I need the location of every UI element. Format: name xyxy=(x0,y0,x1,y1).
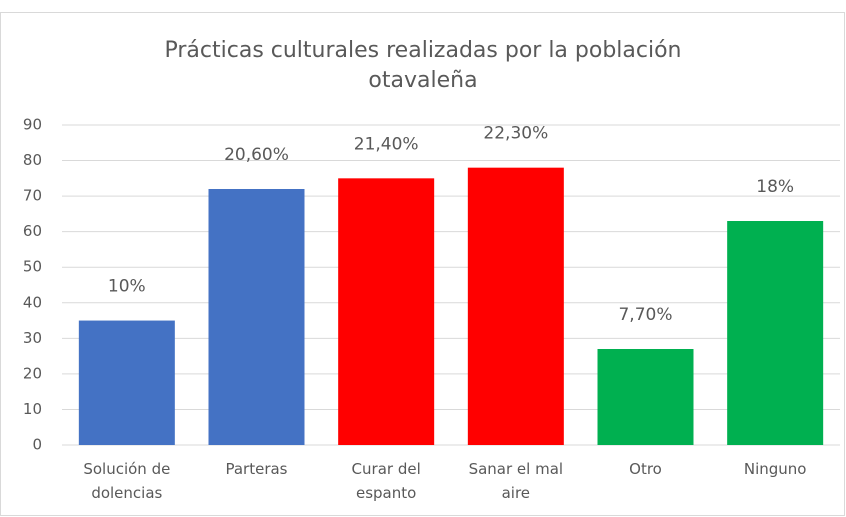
y-tick-label: 0 xyxy=(32,436,42,454)
data-label: 20,60% xyxy=(224,145,289,165)
chart-border xyxy=(0,12,845,516)
chart-title: Prácticas culturales realizadas por la p… xyxy=(164,38,682,93)
data-label: 18% xyxy=(756,177,794,197)
y-tick-label: 50 xyxy=(23,258,42,276)
y-tick-label: 10 xyxy=(23,400,42,418)
y-tick-label: 90 xyxy=(23,116,42,134)
data-label: 21,40% xyxy=(354,134,419,154)
y-tick-label: 60 xyxy=(23,222,42,240)
x-tick-label: Solución de dolencias xyxy=(83,460,171,502)
bar xyxy=(467,167,564,445)
data-label: 22,30% xyxy=(483,124,548,144)
bar xyxy=(597,349,694,445)
bar xyxy=(208,189,305,445)
data-label: 7,70% xyxy=(618,305,672,325)
y-tick-label: 70 xyxy=(23,187,42,205)
x-tick-label: Curar del espanto xyxy=(351,460,421,502)
bar xyxy=(78,320,175,445)
bar xyxy=(727,221,824,445)
y-tick-label: 40 xyxy=(23,293,42,311)
y-tick-label: 30 xyxy=(23,329,42,347)
y-tick-label: 80 xyxy=(23,151,42,169)
data-label: 10% xyxy=(108,277,146,297)
x-tick-label: Otro xyxy=(629,460,662,478)
x-tick-label: Parteras xyxy=(225,460,288,478)
y-tick-label: 20 xyxy=(23,364,42,382)
bar xyxy=(338,178,435,446)
x-tick-label: Sanar el mal aire xyxy=(468,460,564,502)
x-tick-label: Ninguno xyxy=(743,460,807,478)
